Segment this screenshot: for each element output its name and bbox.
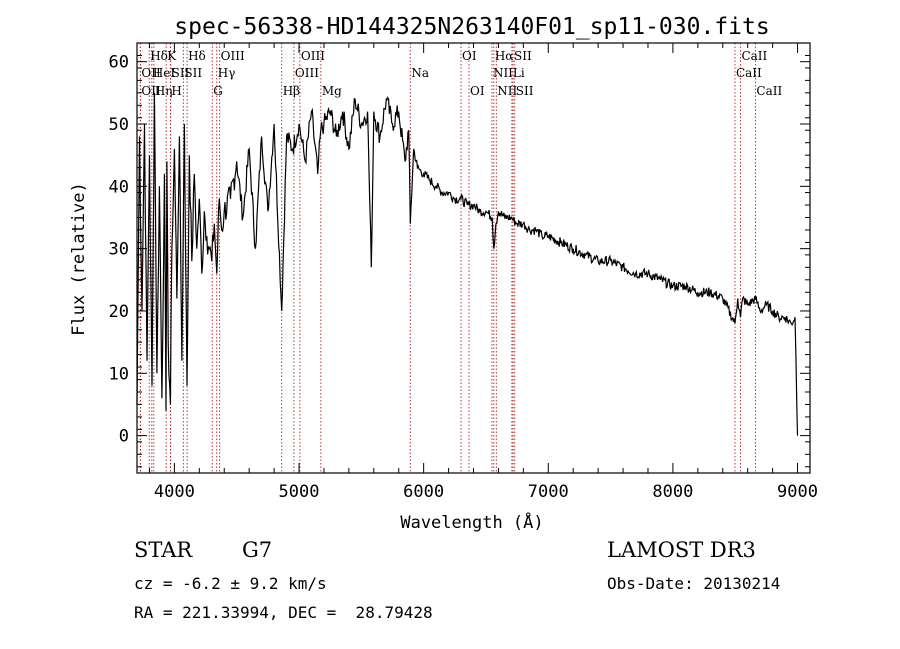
object-subclass: G7 xyxy=(242,538,273,562)
coordinates-readout: RA = 221.33994, DEC = 28.79428 xyxy=(134,603,433,622)
spectral-line-label: Hγ xyxy=(218,66,236,80)
spectral-line-label: CaII xyxy=(741,49,767,63)
y-axis-label: Flux (relative) xyxy=(69,182,89,336)
spectral-line-label: K xyxy=(167,49,177,63)
y-tick-label: 0 xyxy=(119,427,129,447)
spectral-line-label: SII xyxy=(514,49,532,63)
spectral-line-label: Hβ xyxy=(283,84,300,98)
spectral-line-label: Mg xyxy=(322,84,342,98)
spectral-line-label: Hδ xyxy=(150,49,168,63)
object-class: STAR xyxy=(134,538,193,562)
spectral-line-label: SII xyxy=(172,66,190,80)
spectral-line-label: HeI xyxy=(153,66,176,80)
spectral-line-label: G xyxy=(213,84,223,98)
x-tick-label: 5000 xyxy=(279,482,320,502)
y-tick-label: 40 xyxy=(109,177,129,197)
x-tick-label: 8000 xyxy=(652,482,693,502)
spectral-line-label: CaII xyxy=(756,84,782,98)
x-tick-label: 7000 xyxy=(528,482,569,502)
spectral-line-label: OIII xyxy=(221,49,245,63)
y-tick-label: 60 xyxy=(109,53,129,73)
spectral-line-label: Li xyxy=(513,66,525,80)
y-tick-label: 10 xyxy=(109,364,129,384)
redshift-readout: cz = -6.2 ± 9.2 km/s xyxy=(134,574,327,593)
survey-name: LAMOST DR3 xyxy=(607,538,756,562)
axis-ticks: 4000 5000 6000 7000 8000 9000 0 10 20 30 40 50 60 xyxy=(109,43,818,502)
x-axis-label: Wavelength (Å) xyxy=(400,511,543,533)
spectral-line-label: OI xyxy=(470,84,485,98)
spectral-line-label: OII xyxy=(141,66,161,80)
x-tick-label: 4000 xyxy=(154,482,195,502)
y-tick-label: 50 xyxy=(109,115,129,135)
spectral-line-label: Hη xyxy=(155,84,173,98)
spectral-line-label: NII xyxy=(497,84,517,98)
spectral-line-label: OII xyxy=(141,84,161,98)
spectral-line-label: OIII xyxy=(301,49,325,63)
spectral-line-label: Hα xyxy=(495,49,514,63)
x-tick-label: 9000 xyxy=(777,482,818,502)
spectral-lines-layer xyxy=(139,43,756,473)
spectral-line-label: NII xyxy=(493,66,513,80)
y-tick-label: 30 xyxy=(109,240,129,260)
chart-title: spec-56338-HD144325N263140F01_sp11-030.f… xyxy=(174,14,769,40)
spectral-line-label: Hδ xyxy=(188,49,206,63)
x-tick-label: 6000 xyxy=(403,482,444,502)
spectral-line-label: OI xyxy=(462,49,477,63)
spectral-line-label: H xyxy=(171,84,181,98)
spectral-line-labels: HδOIIOIIHeIHηKSIIHHδSIIOIIIHγGOIIIOIIIHβ… xyxy=(141,49,782,98)
plot-frame xyxy=(136,42,811,474)
spectral-line-label: OIII xyxy=(295,66,319,80)
observation-date: Obs-Date: 20130214 xyxy=(607,574,781,593)
spectral-line-label: SII xyxy=(516,84,534,98)
spectral-line-label: CaII xyxy=(736,66,762,80)
y-tick-label: 20 xyxy=(109,302,129,322)
spectrum-line xyxy=(136,92,799,436)
spectral-line-label: Na xyxy=(411,66,429,80)
spectral-line-label: SII xyxy=(184,66,202,80)
